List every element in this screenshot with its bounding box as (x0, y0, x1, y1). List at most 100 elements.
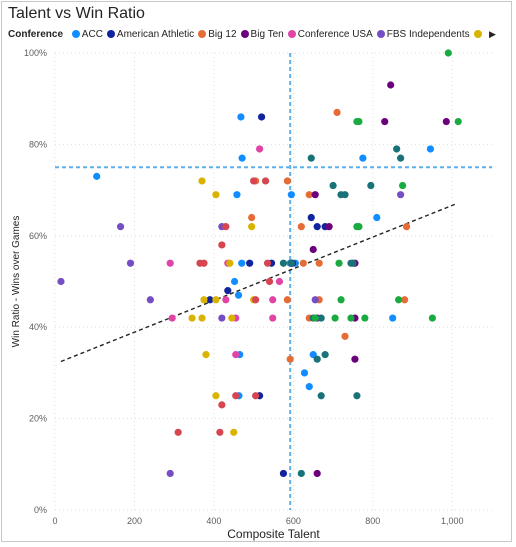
data-point[interactable] (232, 351, 240, 359)
data-point[interactable] (212, 191, 220, 199)
data-point[interactable] (257, 113, 266, 121)
data-point[interactable] (269, 296, 277, 304)
data-point[interactable] (305, 191, 313, 199)
data-point[interactable] (228, 314, 236, 322)
data-point[interactable] (188, 314, 196, 322)
data-point[interactable] (275, 277, 284, 286)
legend-item[interactable]: FBS Independents (376, 29, 470, 40)
data-point[interactable] (317, 314, 325, 322)
data-point[interactable] (444, 49, 452, 57)
data-point[interactable] (202, 351, 210, 359)
data-point[interactable] (283, 177, 292, 185)
data-point[interactable] (222, 223, 230, 231)
data-point[interactable] (341, 332, 349, 340)
data-point[interactable] (200, 296, 208, 304)
data-point[interactable] (349, 259, 357, 267)
data-point[interactable] (355, 117, 363, 126)
data-point[interactable] (311, 314, 319, 322)
data-point[interactable] (174, 428, 182, 436)
data-point[interactable] (401, 296, 409, 304)
data-point[interactable] (198, 314, 206, 322)
data-point[interactable] (299, 259, 307, 267)
data-point[interactable] (252, 296, 260, 304)
data-point[interactable] (234, 291, 243, 299)
data-point[interactable] (218, 401, 226, 409)
data-point[interactable] (333, 108, 341, 117)
data-point[interactable] (335, 259, 343, 267)
data-point[interactable] (313, 223, 321, 231)
data-point[interactable] (300, 369, 309, 377)
data-point[interactable] (116, 223, 125, 231)
data-point[interactable] (355, 223, 363, 231)
data-point[interactable] (246, 259, 254, 267)
data-point[interactable] (393, 145, 401, 153)
data-point[interactable] (307, 154, 315, 162)
data-point[interactable] (397, 191, 405, 199)
data-point[interactable] (212, 296, 220, 304)
data-point[interactable] (255, 145, 264, 153)
data-point[interactable] (313, 469, 321, 478)
legend-item[interactable]: Conference USA (287, 29, 373, 40)
data-point[interactable] (238, 154, 246, 162)
legend-item[interactable]: American Athletic (106, 29, 194, 40)
data-point[interactable] (198, 177, 206, 185)
data-point[interactable] (248, 223, 256, 231)
data-point[interactable] (347, 314, 355, 322)
data-point[interactable] (248, 213, 256, 222)
legend-item[interactable]: Big 12 (198, 29, 237, 40)
legend-item[interactable]: Big Ten (240, 29, 284, 40)
legend-item[interactable]: Mid-American (473, 29, 484, 40)
data-point[interactable] (279, 469, 288, 478)
data-point[interactable] (307, 213, 315, 222)
data-point[interactable] (206, 296, 214, 304)
data-point[interactable] (309, 245, 317, 254)
data-point[interactable] (269, 314, 277, 322)
data-point[interactable] (311, 191, 319, 199)
data-point[interactable] (351, 355, 359, 363)
data-point[interactable] (402, 223, 411, 231)
data-point[interactable] (395, 296, 403, 304)
data-point[interactable] (287, 259, 295, 267)
chevron-right-icon[interactable]: ▶ (489, 29, 496, 39)
data-point[interactable] (389, 314, 397, 322)
data-point[interactable] (230, 277, 239, 286)
data-point[interactable] (226, 259, 234, 267)
data-point[interactable] (283, 296, 292, 304)
data-point[interactable] (222, 296, 230, 304)
data-point[interactable] (146, 296, 154, 304)
data-point[interactable] (426, 145, 435, 153)
data-point[interactable] (399, 181, 407, 190)
data-point[interactable] (305, 383, 313, 391)
data-point[interactable] (359, 154, 367, 162)
data-point[interactable] (387, 81, 395, 89)
data-point[interactable] (168, 314, 176, 322)
data-point[interactable] (341, 191, 349, 199)
data-point[interactable] (261, 177, 270, 185)
data-point[interactable] (233, 191, 241, 199)
data-point[interactable] (250, 177, 258, 185)
data-point[interactable] (373, 213, 381, 222)
data-point[interactable] (297, 469, 305, 478)
data-point[interactable] (442, 117, 450, 126)
data-point[interactable] (361, 314, 369, 322)
legend-item[interactable]: ACC (71, 29, 103, 40)
data-point[interactable] (325, 223, 333, 231)
data-point[interactable] (224, 287, 232, 295)
data-point[interactable] (367, 181, 375, 190)
data-point[interactable] (454, 117, 462, 126)
data-point[interactable] (218, 314, 226, 322)
data-point[interactable] (381, 117, 389, 126)
data-point[interactable] (93, 172, 101, 180)
data-point[interactable] (216, 428, 224, 436)
data-point[interactable] (252, 392, 260, 400)
data-point[interactable] (397, 154, 405, 162)
data-point[interactable] (212, 392, 220, 400)
data-point[interactable] (126, 259, 135, 267)
data-point[interactable] (331, 314, 339, 322)
data-point[interactable] (230, 428, 238, 436)
data-point[interactable] (286, 355, 294, 363)
data-point[interactable] (287, 191, 295, 199)
data-point[interactable] (166, 469, 174, 478)
data-point[interactable] (57, 277, 65, 286)
data-point[interactable] (428, 314, 437, 322)
